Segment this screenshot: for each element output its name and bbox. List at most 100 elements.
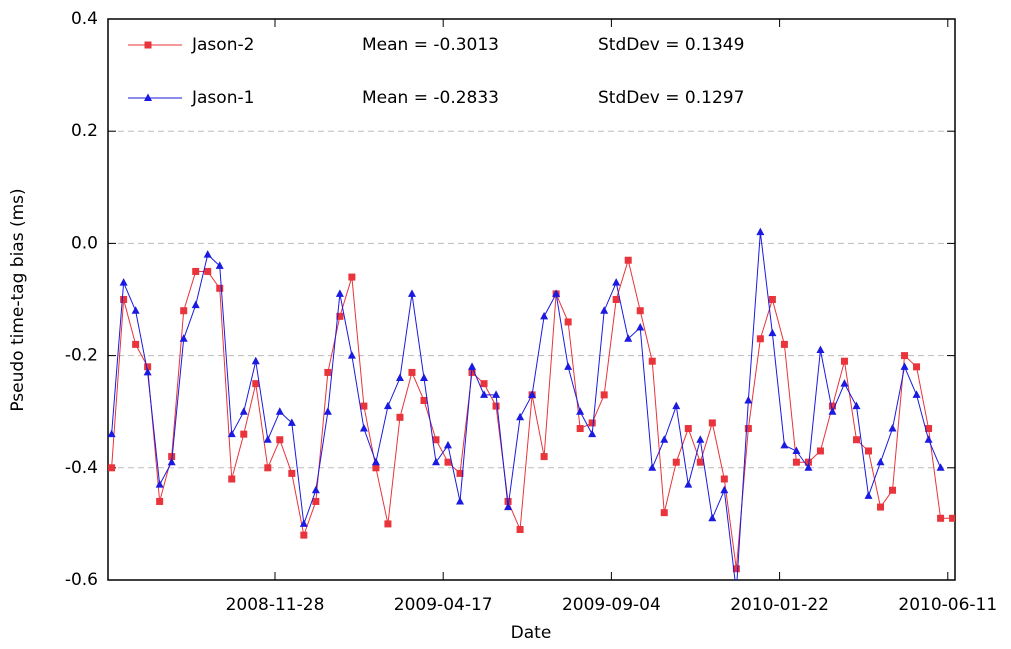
- square-marker: [564, 318, 572, 326]
- triangle-marker: [359, 424, 368, 432]
- square-marker: [288, 469, 296, 477]
- square-marker: [348, 273, 356, 281]
- square-marker: [396, 413, 404, 421]
- triangle-marker: [263, 435, 272, 443]
- triangle-marker: [108, 429, 116, 438]
- square-marker: [576, 425, 584, 433]
- square-marker: [444, 458, 452, 466]
- triangle-marker: [636, 323, 645, 331]
- triangle-marker: [419, 373, 428, 382]
- x-tick-label: 2009-09-04: [562, 595, 661, 615]
- triangle-marker: [191, 300, 200, 309]
- triangle-marker: [540, 311, 549, 320]
- triangle-marker: [299, 519, 308, 527]
- square-marker: [360, 402, 368, 410]
- square-marker: [192, 267, 200, 275]
- square-marker: [456, 469, 464, 477]
- square-marker: [624, 256, 632, 264]
- square-marker: [744, 425, 752, 433]
- square-marker: [756, 335, 764, 343]
- legend-mean: Mean = -0.3013: [362, 35, 499, 55]
- y-tick-label: -0.2: [65, 346, 98, 366]
- triangle-marker: [852, 401, 861, 410]
- x-tick-label: 2008-11-28: [226, 595, 325, 615]
- series-line: [111, 258, 953, 569]
- square-marker: [132, 340, 140, 348]
- y-tick-label: 0.4: [71, 9, 98, 29]
- square-marker: [408, 368, 416, 376]
- triangle-marker: [888, 424, 897, 432]
- triangle-marker: [696, 435, 705, 443]
- square-marker: [636, 307, 644, 315]
- triangle-marker: [239, 407, 248, 415]
- square-marker: [144, 41, 152, 49]
- square-marker: [828, 402, 836, 410]
- x-axis-label: Date: [511, 623, 552, 643]
- triangle-marker: [552, 289, 561, 297]
- triangle-marker: [227, 429, 236, 438]
- square-marker: [901, 352, 909, 360]
- legend-mean: Mean = -0.2833: [362, 88, 499, 108]
- square-marker: [877, 503, 885, 511]
- triangle-marker: [780, 440, 789, 449]
- square-marker: [252, 380, 260, 388]
- square-marker: [588, 419, 596, 427]
- triangle-marker: [732, 587, 740, 595]
- triangle-marker: [684, 480, 693, 488]
- y-tick-label: -0.4: [65, 458, 98, 478]
- triangle-marker: [588, 429, 597, 438]
- x-tick-label: 2009-04-17: [394, 595, 493, 615]
- triangle-marker: [287, 418, 296, 426]
- triangle-marker: [876, 457, 885, 466]
- triangle-marker: [924, 435, 933, 443]
- square-marker: [792, 458, 800, 466]
- triangle-marker: [119, 278, 128, 286]
- triangle-marker: [395, 373, 404, 382]
- x-tick-label: 2010-06-11: [898, 595, 997, 615]
- triangle-marker: [600, 306, 609, 314]
- square-marker: [684, 425, 692, 433]
- square-marker: [120, 296, 128, 303]
- square-marker: [648, 357, 656, 365]
- triangle-marker: [564, 362, 573, 370]
- square-marker: [660, 509, 668, 517]
- square-marker: [864, 447, 872, 455]
- triangle-marker: [864, 491, 873, 499]
- square-marker: [264, 464, 272, 472]
- triangle-marker: [624, 334, 633, 342]
- legend-stddev: StdDev = 0.1349: [598, 35, 744, 55]
- legend-label: Jason-1: [191, 88, 254, 108]
- y-axis-label: Pseudo time-tag bias (ms): [8, 188, 28, 411]
- square-marker: [780, 340, 788, 348]
- triangle-marker: [431, 457, 440, 466]
- square-marker: [168, 453, 176, 461]
- triangle-marker: [804, 463, 813, 471]
- x-tick-label: 2010-01-22: [730, 595, 829, 615]
- square-marker: [180, 307, 188, 315]
- triangle-marker: [275, 407, 284, 415]
- square-marker: [216, 284, 224, 292]
- triangle-marker: [144, 93, 152, 101]
- square-marker: [240, 430, 248, 438]
- triangle-marker: [383, 401, 392, 410]
- triangle-marker: [492, 390, 501, 398]
- square-marker: [708, 419, 716, 427]
- square-marker: [732, 565, 740, 573]
- square-marker: [804, 458, 812, 466]
- y-tick-label: 0.2: [71, 121, 98, 141]
- square-marker: [336, 312, 344, 320]
- square-marker: [504, 497, 512, 505]
- square-marker: [492, 402, 500, 410]
- y-tick-label: -0.6: [65, 570, 98, 590]
- square-marker: [516, 526, 524, 534]
- square-marker: [540, 453, 548, 461]
- triangle-marker: [516, 412, 525, 421]
- square-marker: [108, 464, 116, 472]
- triangle-marker: [648, 463, 657, 471]
- square-marker: [768, 296, 776, 303]
- square-marker: [228, 475, 236, 483]
- legend-stddev: StdDev = 0.1297: [598, 88, 744, 108]
- triangle-marker: [155, 480, 164, 488]
- square-marker: [913, 363, 921, 371]
